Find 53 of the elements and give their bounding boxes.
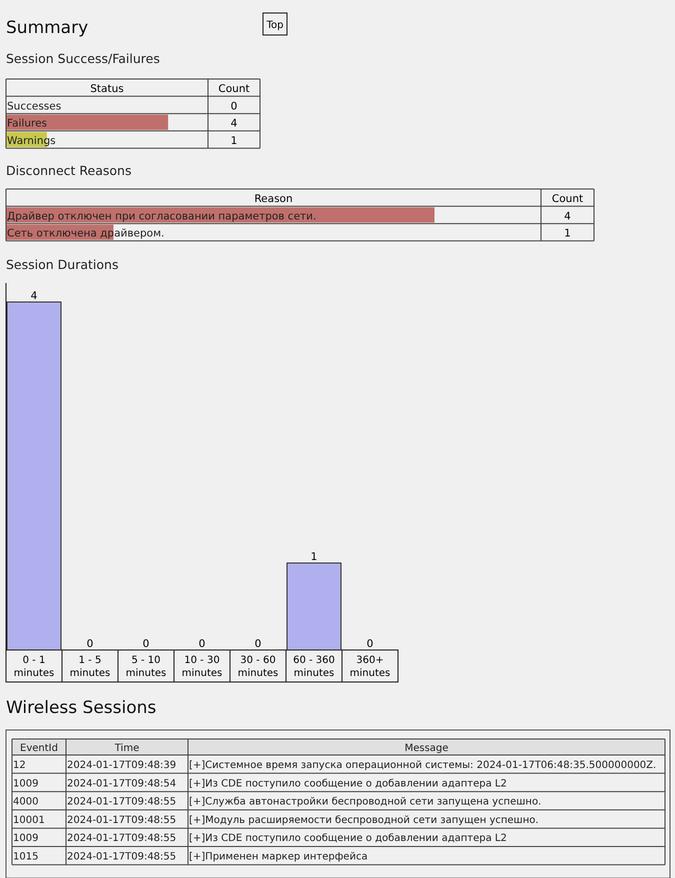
text: 2024-01-17T09:48:54 <box>67 778 176 790</box>
annotation: Reason <box>254 193 293 205</box>
text: 1009 <box>13 778 38 790</box>
data-label: 0 <box>230 100 238 112</box>
text: Time <box>114 743 140 754</box>
x-tick-label: 30 - 60 minutes <box>238 655 278 679</box>
text: 2024-01-17T09:48:55 <box>67 852 176 862</box>
x-tick-label: 60 - 360 minutes <box>293 655 335 679</box>
text: 1009 <box>13 833 38 844</box>
text: [+]Из CDE поступило сообщение о добавлении адаптера L2 <box>189 778 507 790</box>
data-label: 0 <box>142 638 150 650</box>
text: [+]Применен маркер интерфейса <box>189 852 368 862</box>
text: 1015 <box>13 852 38 862</box>
data-label: 0 <box>198 638 206 650</box>
y-tick-label: Successes <box>7 100 62 112</box>
data-label: 0 <box>366 638 374 650</box>
data-label: 4 <box>230 118 238 130</box>
text: Count <box>218 83 250 95</box>
chart-title: Session Success/Failures <box>6 51 160 66</box>
text: 2024-01-17T09:48:55 <box>67 814 176 826</box>
data-label: 1 <box>230 134 238 147</box>
data-label: 1 <box>310 551 318 563</box>
top-button: Top <box>262 12 288 36</box>
data-label: 0 <box>254 638 262 650</box>
text: 10001 <box>13 814 45 826</box>
text: Message <box>404 743 448 754</box>
text: [+]Системное время запуска операционной системы: 2024-01-17T06:48:35.500000000Z. <box>189 760 656 771</box>
text: [+]Модуль расширяемости беспроводной сети запущен успешно. <box>189 814 539 826</box>
text: 12 <box>13 760 26 771</box>
x-tick-label: 1 - 5 minutes <box>70 655 110 679</box>
chart-title: Disconnect Reasons <box>6 163 132 178</box>
text: [+]Служба автонастройки беспроводной сети запущена успешно. <box>189 796 542 808</box>
y-tick-label: Драйвер отключен при согласовании параметров сети. <box>7 210 316 222</box>
y-tick-label: Failures <box>7 118 48 130</box>
annotation: Status <box>90 83 124 95</box>
x-tick-label: 360+ minutes <box>350 655 390 679</box>
data-label: 0 <box>86 638 94 650</box>
chart-title: Session Durations <box>6 257 118 272</box>
data-label: 1 <box>564 228 571 240</box>
data-label: 4 <box>564 210 572 222</box>
x-tick-label: 10 - 30 minutes <box>182 655 222 679</box>
text: Summary <box>6 18 88 38</box>
x-tick-label: 5 - 10 minutes <box>126 655 166 679</box>
x-tick-label: 0 - 1 minutes <box>14 655 54 679</box>
text: [+]Из CDE поступило сообщение о добавлении адаптера L2 <box>189 833 507 844</box>
text: 2024-01-17T09:48:55 <box>67 796 176 808</box>
text: EventId <box>20 743 58 754</box>
data-label: 4 <box>30 290 38 302</box>
text: 2024-01-17T09:48:55 <box>67 833 176 844</box>
text: Wireless Sessions <box>6 698 156 718</box>
text: Count <box>552 193 584 205</box>
text: 2024-01-17T09:48:39 <box>67 760 176 771</box>
text: 4000 <box>13 796 38 808</box>
